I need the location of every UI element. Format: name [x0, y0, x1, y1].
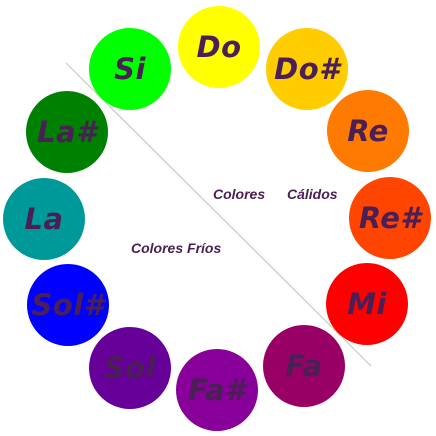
note-do-label: Do — [196, 29, 242, 64]
note-sol-label: Sol — [103, 350, 157, 385]
note-do-circle: Do — [178, 6, 260, 88]
note-fa-label: Fa — [285, 348, 323, 383]
note-las-label: La# — [37, 114, 97, 149]
note-dos-label: Do# — [274, 51, 340, 86]
note-res-circle: Re# — [349, 177, 431, 259]
note-sols-label: Sol# — [31, 287, 105, 322]
note-fas-label: Fa# — [188, 372, 246, 407]
note-sols-circle: Sol# — [27, 264, 109, 346]
note-las-circle: La# — [26, 91, 108, 173]
note-sol-circle: Sol — [89, 327, 171, 409]
note-fa-circle: Fa — [263, 325, 345, 407]
note-res-label: Re# — [358, 200, 422, 235]
label-colores: Colores — [213, 186, 266, 202]
note-la-label: La — [24, 201, 64, 236]
note-re-circle: Re — [327, 90, 409, 172]
note-si-circle: Si — [89, 28, 171, 110]
note-re-label: Re — [347, 113, 389, 148]
label-colores-frios: Colores Fríos — [131, 240, 222, 256]
note-mi-circle: Mi — [326, 263, 408, 345]
note-la-circle: La — [3, 178, 85, 260]
label-calidos: Cálidos — [287, 186, 338, 202]
note-dos-circle: Do# — [266, 28, 348, 110]
note-fas-circle: Fa# — [176, 349, 258, 431]
note-si-label: Si — [114, 51, 146, 86]
note-mi-label: Mi — [347, 286, 387, 321]
